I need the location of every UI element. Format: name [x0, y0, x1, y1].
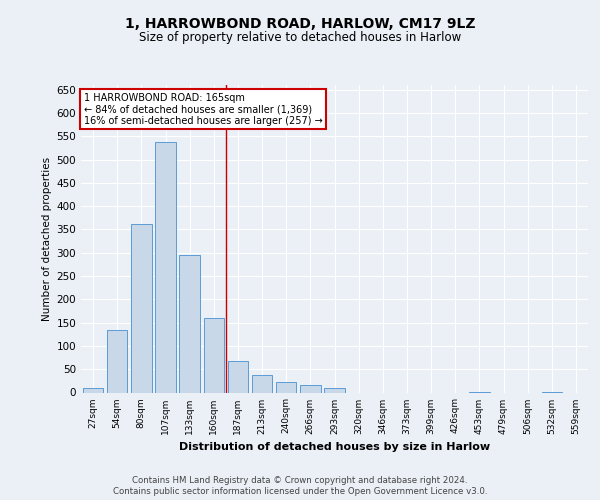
Bar — [252, 375, 272, 392]
Bar — [276, 382, 296, 392]
Bar — [107, 330, 127, 392]
Bar — [324, 388, 345, 392]
Bar — [155, 142, 176, 392]
Bar — [300, 384, 320, 392]
Bar — [83, 388, 103, 392]
X-axis label: Distribution of detached houses by size in Harlow: Distribution of detached houses by size … — [179, 442, 490, 452]
Bar — [179, 255, 200, 392]
Bar — [131, 224, 152, 392]
Bar — [227, 362, 248, 392]
Text: 1 HARROWBOND ROAD: 165sqm
← 84% of detached houses are smaller (1,369)
16% of se: 1 HARROWBOND ROAD: 165sqm ← 84% of detac… — [83, 92, 322, 126]
Text: 1, HARROWBOND ROAD, HARLOW, CM17 9LZ: 1, HARROWBOND ROAD, HARLOW, CM17 9LZ — [125, 18, 475, 32]
Bar — [203, 318, 224, 392]
Text: Contains HM Land Registry data © Crown copyright and database right 2024.: Contains HM Land Registry data © Crown c… — [132, 476, 468, 485]
Text: Size of property relative to detached houses in Harlow: Size of property relative to detached ho… — [139, 31, 461, 44]
Text: Contains public sector information licensed under the Open Government Licence v3: Contains public sector information licen… — [113, 488, 487, 496]
Y-axis label: Number of detached properties: Number of detached properties — [42, 156, 52, 321]
